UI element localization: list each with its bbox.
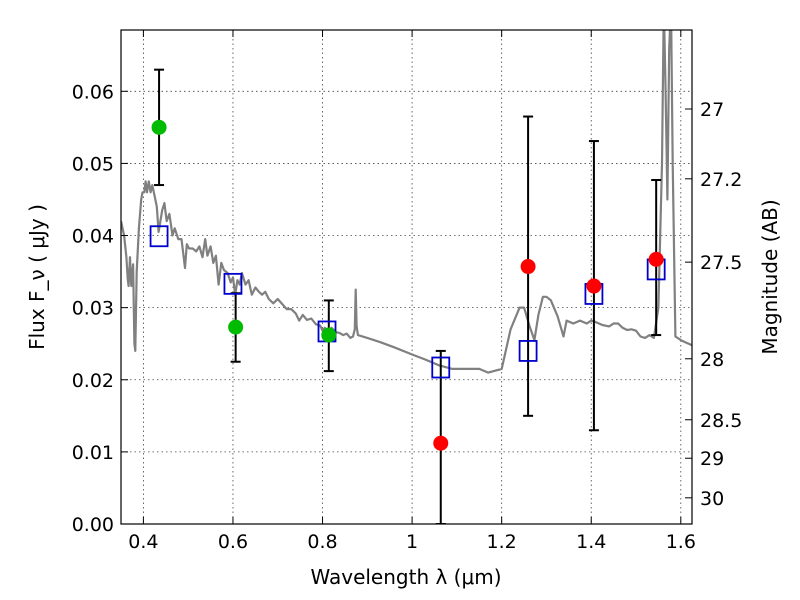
x-axis-ticks: 0.4 0.6 0.8 1 1.2 1.4 1.6 xyxy=(128,30,696,553)
y-tick-label: 0.03 xyxy=(72,298,114,320)
model-flux-square xyxy=(518,340,538,362)
y-tick-label: 0.04 xyxy=(72,226,114,248)
y2-tick-label: 27 xyxy=(700,99,724,121)
x-tick-label: 1.4 xyxy=(576,531,606,553)
observed-flux-point xyxy=(151,119,167,135)
y-tick-label: 0.06 xyxy=(72,81,114,103)
plot-background xyxy=(121,30,692,524)
y-axis-label: Flux F_ν ( μJy ) xyxy=(25,204,49,350)
model-flux-square xyxy=(223,272,243,295)
x-tick-label: 1 xyxy=(406,531,418,553)
observed-flux-point xyxy=(520,259,536,275)
y2-axis-label: Magnitude (AB) xyxy=(758,199,782,354)
y2-tick-label: 30 xyxy=(700,488,724,510)
y2-tick-label: 27.2 xyxy=(700,169,742,191)
observed-flux-points xyxy=(151,119,664,451)
x-tick-label: 0.4 xyxy=(128,531,158,553)
y2-axis-ticks: 27 27.2 27.5 28 28.5 29 30 xyxy=(685,99,742,510)
x-axis-label: Wavelength λ (μm) xyxy=(310,565,501,589)
model-flux-square xyxy=(149,225,169,248)
x-tick-label: 0.6 xyxy=(218,531,248,553)
y2-tick-label: 28.5 xyxy=(700,410,742,432)
y2-tick-label: 27.5 xyxy=(700,252,742,274)
model-spectrum-line xyxy=(121,30,692,374)
y2-tick-label: 28 xyxy=(700,349,724,371)
model-flux-square xyxy=(431,356,451,379)
y-tick-label: 0.05 xyxy=(72,153,114,175)
x-tick-label: 0.8 xyxy=(307,531,337,553)
y2-tick-label: 29 xyxy=(700,448,724,470)
y-axis-ticks: 0.00 0.01 0.02 0.03 0.04 0.05 0.06 xyxy=(72,81,128,536)
plot-frame xyxy=(120,29,693,525)
y-tick-label: 0.01 xyxy=(72,442,114,464)
x-tick-label: 1.6 xyxy=(666,531,696,553)
observed-flux-point xyxy=(586,278,602,294)
y-tick-label: 0.02 xyxy=(72,370,114,392)
observed-flux-point xyxy=(648,251,664,267)
observed-flux-point xyxy=(228,319,244,335)
model-spectrum-path xyxy=(121,30,692,374)
y-tick-label: 0.00 xyxy=(72,514,114,536)
observed-flux-point xyxy=(321,327,337,343)
observed-flux-point xyxy=(433,435,449,451)
x-tick-label: 1.2 xyxy=(487,531,517,553)
